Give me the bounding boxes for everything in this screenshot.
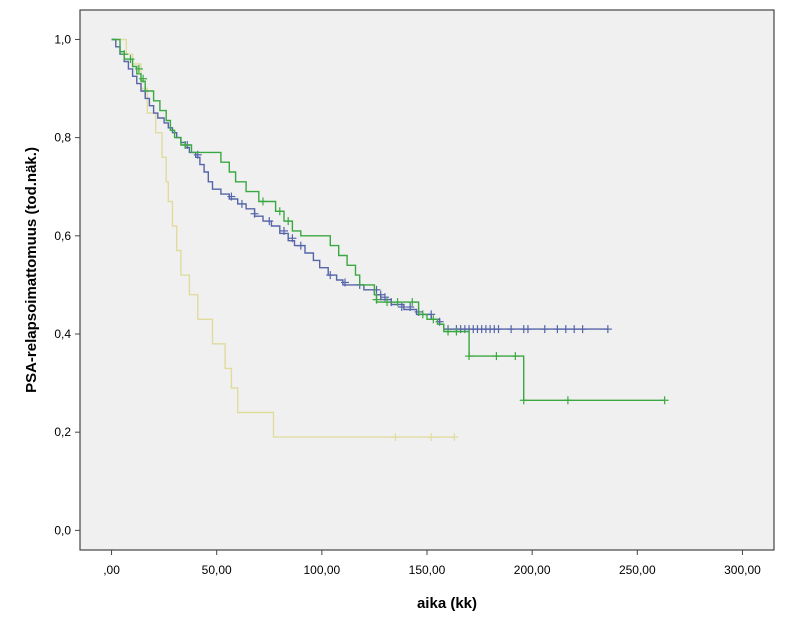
axes-layer: ,00 50,00 100,00 150,00 200,00 250,00 300,00 0,… <box>54 32 761 577</box>
censor-mark <box>540 325 549 334</box>
censor-mark <box>288 234 297 243</box>
x-tick-label: 150,00 <box>409 563 446 577</box>
censor-mark <box>563 396 572 405</box>
censor-mark <box>429 315 438 324</box>
censor-mark <box>523 325 532 334</box>
censor-mark <box>383 298 392 307</box>
censor-mark <box>578 325 587 334</box>
censor-mark <box>408 298 417 307</box>
censor-mark <box>126 55 135 64</box>
plot-area <box>80 10 774 550</box>
censor-mark <box>492 352 501 361</box>
censor-mark <box>553 325 562 334</box>
censor-mark <box>452 327 461 336</box>
censor-mark <box>427 433 436 442</box>
x-tick-label: 50,00 <box>202 563 232 577</box>
survival-curve-line <box>111 38 455 438</box>
x-axis-title: aika (kk) <box>417 595 477 612</box>
series-2 <box>111 38 612 334</box>
censor-mark <box>372 295 381 304</box>
censor-mark <box>181 141 190 149</box>
censor-mark <box>603 325 612 334</box>
censor-mark <box>494 325 503 334</box>
censor-mark <box>418 310 427 319</box>
censor-mark <box>427 310 436 319</box>
series-layer <box>111 38 669 442</box>
censor-mark <box>406 303 415 311</box>
censor-mark <box>391 433 400 442</box>
censor-mark <box>340 278 349 287</box>
y-axis-title: PSA-relapsoimattomuus (tod.näk.) <box>23 147 40 393</box>
y-tick-label: 0,2 <box>54 425 71 439</box>
censor-mark <box>265 217 274 226</box>
censor-mark <box>507 325 516 334</box>
y-tick-label: 0,8 <box>54 131 71 145</box>
censor-mark <box>465 352 474 361</box>
censor-mark <box>519 396 528 405</box>
censor-mark <box>660 396 669 405</box>
censor-mark <box>397 303 406 311</box>
censor-mark <box>450 433 459 442</box>
censor-mark <box>561 325 570 334</box>
x-tick-label: 300,00 <box>724 563 761 577</box>
y-tick-label: 0,0 <box>54 523 71 537</box>
x-tick-label: 100,00 <box>303 563 340 577</box>
censor-mark <box>258 197 267 206</box>
series-3 <box>111 38 669 405</box>
y-tick-label: 1,0 <box>54 32 71 46</box>
x-tick-label: 250,00 <box>619 563 656 577</box>
censor-mark <box>120 50 129 59</box>
censor-mark <box>376 290 385 299</box>
censor-mark <box>250 209 259 218</box>
censor-mark <box>444 327 453 336</box>
censor-mark <box>296 241 305 250</box>
y-tick-label: 0,6 <box>54 229 71 243</box>
censor-mark <box>284 217 293 226</box>
censor-mark <box>275 207 284 216</box>
censor-mark <box>570 325 579 334</box>
censor-mark <box>380 293 389 302</box>
censor-mark <box>139 74 148 83</box>
y-tick-label: 0,4 <box>54 327 71 341</box>
censor-mark <box>237 199 246 208</box>
censor-mark <box>227 192 236 201</box>
survival-curve-line <box>111 38 665 401</box>
series-1 <box>111 38 459 442</box>
censor-mark <box>279 226 288 235</box>
x-tick-label: ,00 <box>103 563 120 577</box>
censor-mark <box>393 298 402 307</box>
x-tick-label: 200,00 <box>514 563 551 577</box>
censor-mark <box>326 271 335 280</box>
censor-mark <box>511 352 520 361</box>
censor-mark <box>134 64 143 73</box>
